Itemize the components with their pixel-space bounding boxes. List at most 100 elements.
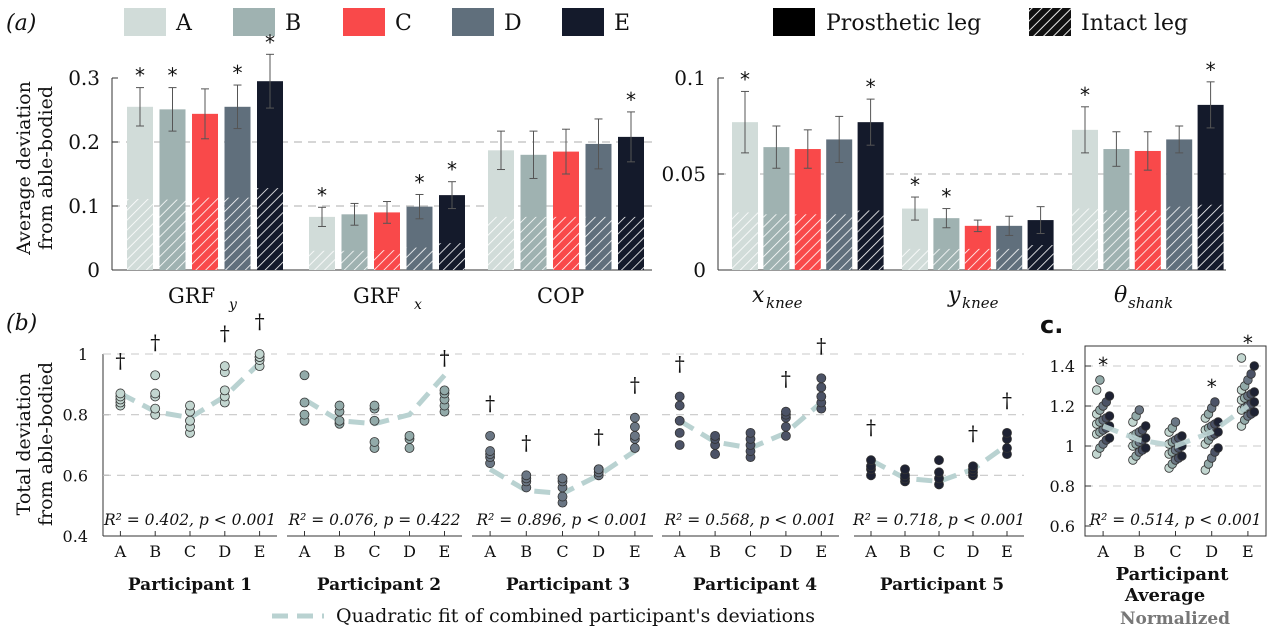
panel-b-chart: 0.4 0.6 0.8 1 A B C D E † † † † R² = 0.402, p < 0.001…: [63, 309, 1026, 561]
bar-intact-hatch: [732, 212, 758, 270]
group-label-subscript: shank: [1128, 294, 1173, 312]
bar-intact-hatch: [127, 198, 153, 270]
x-tick-label: C: [744, 542, 756, 561]
data-point: [1249, 361, 1260, 371]
legend-swatch-a: [124, 8, 166, 36]
data-point: [630, 430, 640, 441]
significance-dagger: †: [866, 415, 876, 439]
group-label-theta-shank: θ shank: [1114, 283, 1173, 312]
group-label-y-knee: y knee: [947, 283, 999, 312]
legend-swatch-b: [233, 8, 275, 36]
x-tick-label: B: [334, 542, 346, 561]
x-tick-label: B: [149, 542, 161, 561]
significance-dagger: †: [1002, 388, 1012, 412]
data-point: [557, 491, 568, 502]
legend-label-prosthetic: Prosthetic leg: [826, 11, 981, 36]
significance-star: *: [626, 88, 636, 112]
fit-stats: R² = 0.514, p < 0.001: [1088, 511, 1261, 529]
group-label-grf-x: GRF x: [353, 284, 422, 313]
x-tick-label: A: [483, 542, 496, 561]
x-tick-label: D: [779, 542, 792, 561]
data-point: [1177, 431, 1187, 441]
group-label-subscript: x: [414, 297, 422, 313]
data-point: [485, 430, 496, 441]
significance-star: *: [1080, 83, 1090, 107]
significance-star: *: [941, 185, 951, 209]
group-label-main: GRF: [168, 284, 215, 308]
significance-star: *: [415, 170, 425, 194]
data-point: [299, 397, 310, 408]
y-tick-label: 1: [78, 345, 88, 364]
bar-intact-hatch: [1197, 204, 1224, 270]
bar-intact-hatch: [224, 197, 251, 270]
data-point: [1249, 397, 1260, 407]
participant-title-3: Participant 3: [506, 575, 630, 595]
panel-label-c: c.: [1040, 311, 1063, 339]
y-tick-label: 0.2: [68, 130, 100, 154]
data-point: [1246, 369, 1256, 379]
y-tick-label: 0.1: [68, 194, 100, 218]
data-point: [485, 446, 496, 456]
participant-title-4: Participant 4: [693, 575, 817, 595]
bar-intact-hatch: [488, 216, 514, 270]
bar-intact-hatch: [1134, 210, 1161, 270]
panel-a-left-chart: 0 0.1 0.2 0.3 * * * * * * * *: [68, 30, 652, 282]
data-point: [1249, 387, 1260, 397]
data-point: [1213, 443, 1223, 453]
data-point: [1104, 433, 1115, 443]
y-tick-label: 0.8: [1050, 477, 1075, 496]
quadratic-fit-line: [869, 442, 1009, 484]
y-axis-label-line-1: Total deviation: [13, 373, 35, 516]
significance-star: *: [910, 173, 920, 197]
y-tick-label: 0.1: [674, 66, 706, 90]
data-point: [1134, 405, 1145, 415]
bottom-legend: Quadratic fit of combined participant's …: [272, 605, 815, 627]
data-point: [674, 427, 685, 438]
bar-intact-hatch: [763, 214, 790, 270]
significance-star: *: [317, 183, 327, 207]
bar-intact-hatch: [933, 248, 960, 270]
significance-dagger: †: [675, 351, 685, 375]
x-tick-label: E: [254, 542, 266, 561]
bar-intact-hatch: [520, 216, 547, 270]
significance-dagger: †: [440, 345, 450, 369]
data-point: [369, 437, 380, 447]
data-point: [710, 449, 720, 460]
data-point: [674, 415, 685, 426]
x-tick-label: D: [592, 542, 605, 561]
data-point: [816, 382, 827, 393]
bar-intact-hatch: [192, 197, 218, 270]
x-tick-label: E: [1242, 542, 1254, 561]
data-point: [185, 415, 195, 426]
data-point: [866, 455, 876, 466]
group-label-main: x: [752, 283, 765, 308]
bar-intact-hatch: [257, 188, 283, 270]
data-point: [150, 370, 161, 381]
data-point: [593, 464, 604, 475]
group-label-main: GRF: [353, 284, 400, 308]
participant-title-2: Participant 2: [317, 575, 441, 595]
data-point: [934, 467, 944, 478]
significance-dagger: †: [485, 391, 495, 415]
bar-intact-hatch: [902, 248, 928, 270]
data-point: [1091, 385, 1102, 395]
significance-star: *: [1098, 353, 1108, 377]
y-axis-label-line-2: from able-bodied: [35, 86, 57, 250]
data-point: [1177, 451, 1187, 461]
data-point: [1002, 443, 1012, 453]
top-legend: A B C D E Prosthetic leg Intact leg: [124, 8, 1188, 36]
x-tick-label: B: [1133, 542, 1145, 561]
bar-intact-hatch: [1103, 210, 1130, 270]
legend-label-intact: Intact leg: [1081, 11, 1188, 36]
fit-stats: R² = 0.896, p < 0.001: [475, 511, 648, 529]
data-point: [299, 409, 310, 420]
x-tick-label: D: [1205, 542, 1218, 561]
significance-dagger: †: [781, 367, 791, 391]
y-tick-label: 0.6: [63, 466, 88, 485]
bar-intact-hatch: [618, 216, 644, 270]
participant-title-5: Participant 5: [880, 575, 1004, 595]
bar-intact-hatch: [1027, 245, 1054, 270]
panel-c-chart: 0.6 0.8 1 1.2 1.4 A B C D E * * * R² = 0.514, p < 0.0…: [1050, 331, 1267, 561]
y-tick-label: 0: [87, 258, 100, 282]
